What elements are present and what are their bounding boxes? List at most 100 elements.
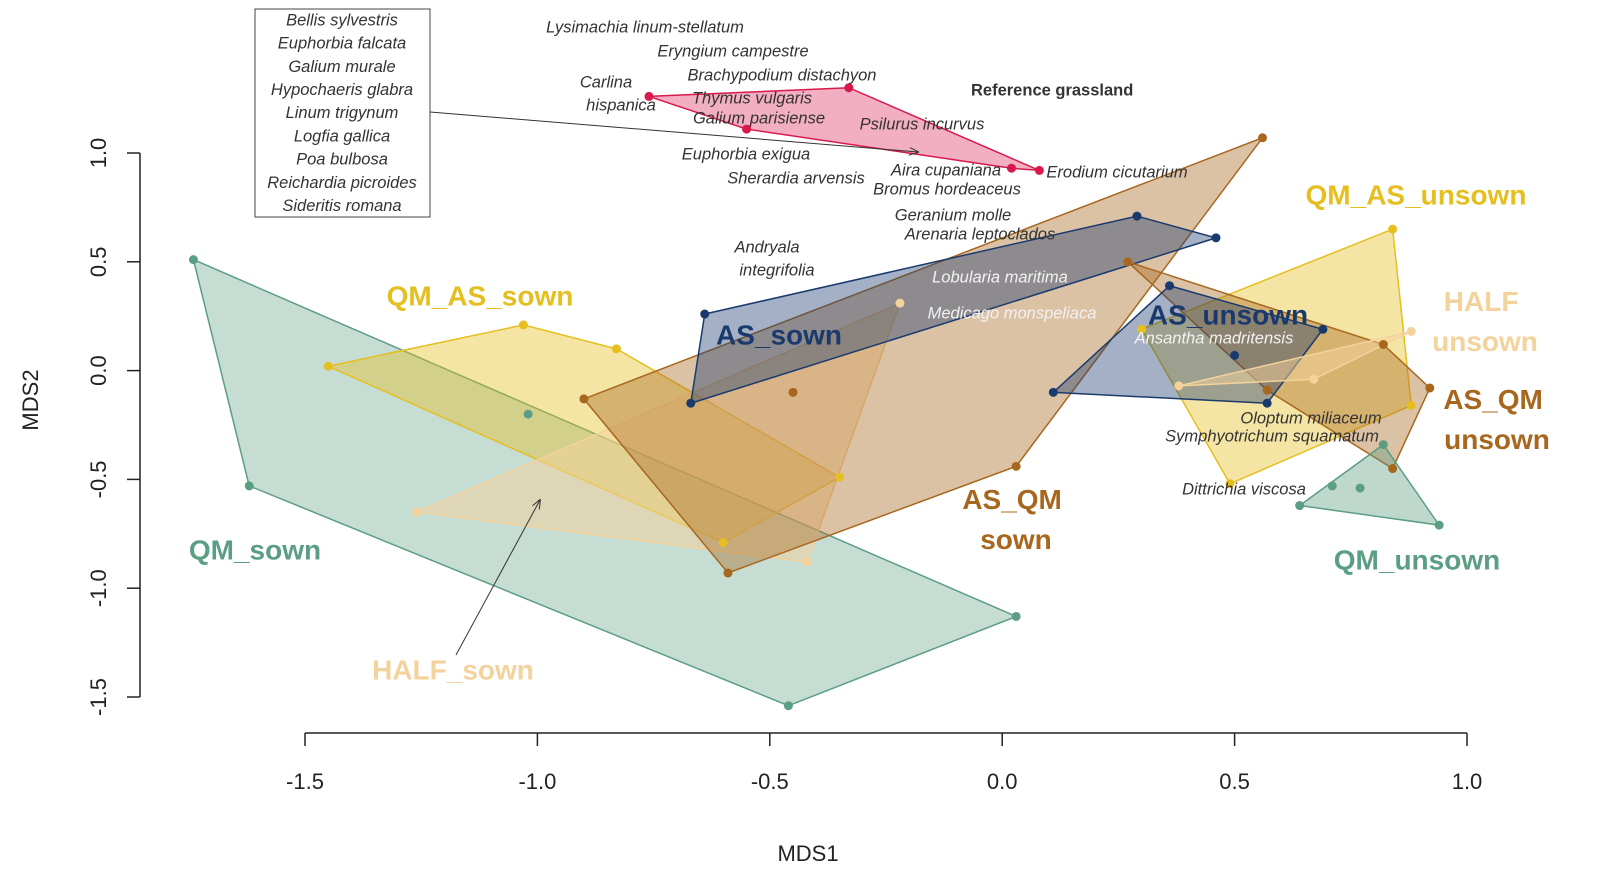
hull [648,86,1040,172]
species-label: Brachypodium distachyon [688,66,877,84]
species-label: Eryngium campestre [657,42,808,60]
y-axis-title: MDS2 [18,369,43,430]
species-label: Lobularia maritima [932,268,1068,286]
point [1048,387,1058,397]
group-label: HALF_sown [372,654,534,685]
x-tick-label: 0.0 [987,769,1018,794]
box-species-label: Sideritis romana [282,197,401,215]
point [1137,324,1147,334]
x-tick-label: -1.5 [286,769,324,794]
y-tick-label: 0.5 [86,247,111,278]
species-label: Carlina [580,73,632,91]
group-label: QM_sown [189,534,321,565]
point [1174,381,1184,391]
group-label: QM_unsown [1334,544,1500,575]
point [783,701,793,711]
group-label: QM_AS_sown [387,280,574,311]
point [579,394,589,404]
species-label: Psilurus incurvus [860,115,985,133]
box-species-label: Galium murale [288,58,395,76]
group-label: QM_AS_unsown [1306,179,1527,210]
point [1406,326,1416,336]
y-tick-label: 0.0 [86,355,111,386]
point [1388,224,1398,234]
hull [413,301,902,563]
point [700,309,710,319]
point [718,538,728,548]
group-label: AS_QM unsown [1443,384,1550,455]
point [1355,483,1365,493]
point [1123,257,1133,267]
point [723,568,733,578]
species-label: Galium parisiense [693,109,825,127]
species-label: Ansantha madritensis [1134,329,1294,347]
point [1425,383,1435,393]
point [1378,440,1388,450]
point [1378,339,1388,349]
point [742,124,752,134]
point [1262,385,1272,395]
box-species-label: Poa bulbosa [296,151,388,169]
box-species-label: Hypochaeris glabra [271,81,413,99]
group-label: Reference grassland [971,81,1133,99]
box-species-label: Logfia gallica [294,127,390,145]
group-label: AS_QM sown [962,484,1069,555]
y-tick-label: 1.0 [86,138,111,169]
box-species-label: Linum trigynum [286,104,399,122]
point [523,409,533,419]
species-label: Medicago monspeliaca [928,304,1097,322]
species-label: hispanica [586,96,656,114]
point [1262,398,1272,408]
point [1132,211,1142,221]
point [518,320,528,330]
point [1230,350,1240,360]
species-box [254,8,431,218]
point [788,387,798,397]
point [835,472,845,482]
point [644,91,654,101]
species-label: Oloptum miliaceum [1240,409,1381,427]
point [686,398,696,408]
group-label: HALF unsown [1432,286,1538,357]
species-label: Geranium molle [895,206,1011,224]
group-label: AS_unsown [1148,299,1308,330]
point [1011,611,1021,621]
point [1295,501,1305,511]
y-tick-label: -1.5 [86,678,111,716]
species-label: Aira cupaniana [890,161,1001,179]
y-tick-label: -1.0 [86,569,111,607]
box-species-label: Reichardia picroides [267,174,417,192]
point [1034,165,1044,175]
species-label: integrifolia [739,261,814,279]
point [802,557,812,567]
species-label: Symphyotrichum squamatum [1165,427,1379,445]
species-label: Dittrichia viscosa [1182,480,1306,498]
box-species-label: Euphorbia falcata [278,35,406,53]
hull [1297,443,1441,527]
species-label: Euphorbia exigua [682,145,810,163]
point [1225,479,1235,489]
x-tick-label: -0.5 [751,769,789,794]
point [412,507,422,517]
point [1165,281,1175,291]
species-label: Erodium cicutarium [1046,163,1187,181]
point [1011,461,1021,471]
hull [1178,330,1412,387]
group-label: AS_sown [716,319,842,350]
species-label: Thymus vulgaris [692,89,812,107]
point [1257,133,1267,143]
point [1006,163,1016,173]
point [1406,400,1416,410]
box-species-label: Bellis sylvestris [286,11,398,29]
point [1388,464,1398,474]
point [1318,324,1328,334]
point [244,481,254,491]
x-tick-label: 0.5 [1219,769,1250,794]
point [611,344,621,354]
half-arrow [455,500,540,656]
box-arrow [429,111,918,152]
x-axis-title: MDS1 [777,841,838,866]
species-label: Arenaria leptoclados [904,225,1055,243]
point [1309,374,1319,384]
